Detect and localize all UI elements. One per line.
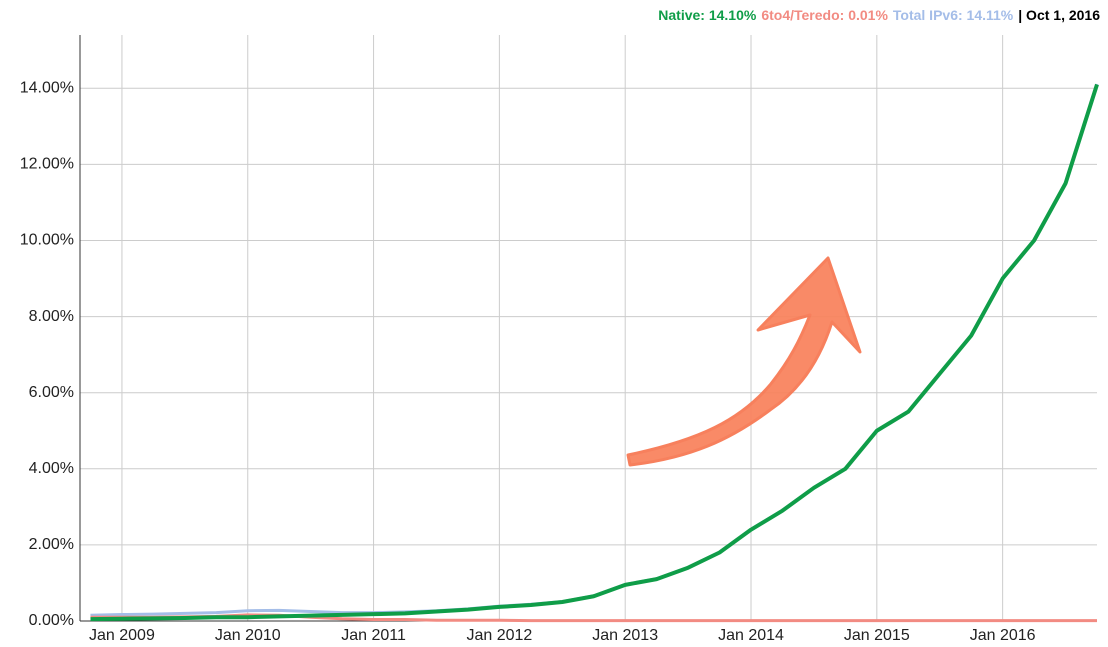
legend-entry: Native: 14.10% (658, 7, 757, 23)
hand-drawn-arrow (626, 256, 862, 467)
x-tick-label: Jan 2010 (215, 627, 281, 644)
y-tick-label: 14.00% (20, 79, 74, 96)
x-tick-label: Jan 2012 (466, 627, 532, 644)
x-tick-label: Jan 2013 (592, 627, 658, 644)
series-line (90, 83, 1099, 617)
lines (90, 83, 1099, 623)
y-tick-label: 12.00% (20, 156, 74, 173)
y-tick-label: 8.00% (29, 308, 74, 325)
date-label: | Oct 1, 2016 (1018, 7, 1100, 23)
legend-entry: 6to4/Teredo: 0.01% (761, 7, 888, 23)
y-tick-label: 10.00% (20, 232, 74, 249)
y-tick-label: 6.00% (29, 384, 74, 401)
x-tick-label: Jan 2011 (341, 627, 406, 644)
legend-entry: Total IPv6: 14.11% (893, 7, 1014, 23)
grid (79, 35, 1097, 622)
x-tick-label: Jan 2016 (970, 627, 1036, 644)
x-tick-label: Jan 2015 (844, 627, 910, 644)
header: Native: 14.10% 6to4/Teredo: 0.01% Total IP… (658, 7, 1100, 23)
series-line (90, 83, 1099, 622)
y-tick-label: 2.00% (29, 536, 74, 553)
x-tick-label: Jan 2009 (89, 627, 155, 644)
y-tick-label: 0.00% (29, 612, 74, 629)
y-tick-label: 4.00% (29, 460, 74, 477)
x-tick-label: Jan 2014 (718, 627, 784, 644)
